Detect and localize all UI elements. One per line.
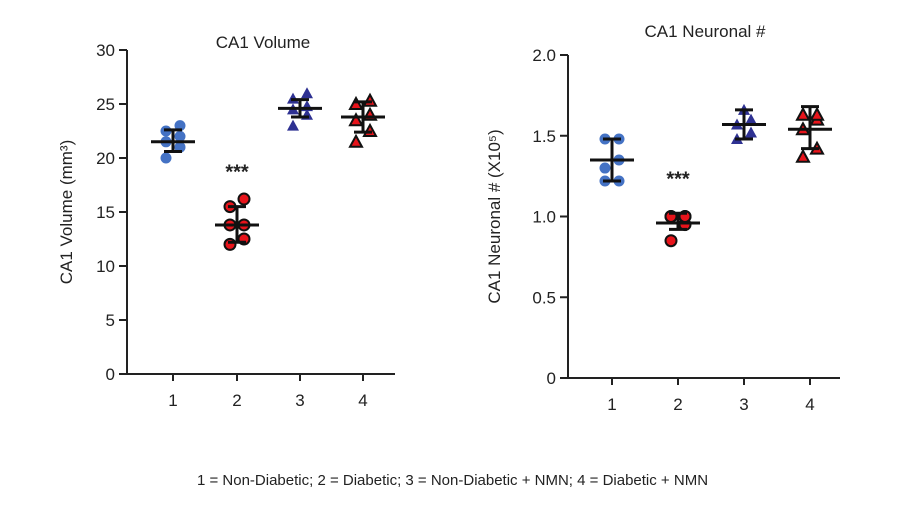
chart1-data-point <box>223 237 237 251</box>
chart2-y-tick-label: 0.5 <box>532 288 556 307</box>
chart2-data-point <box>745 113 757 125</box>
group-legend-footnote: 1 = Non-Diabetic; 2 = Diabetic; 3 = Non-… <box>196 472 709 489</box>
chart1-data-point <box>174 130 186 142</box>
chart2-x-tick-label: 3 <box>739 395 748 414</box>
chart1-data-point <box>362 122 378 137</box>
chart1-y-tick-label: 0 <box>106 365 115 384</box>
chart1-y-axis-label: CA1 Volume (mm³) <box>57 140 76 285</box>
chart2-data-point <box>795 148 811 163</box>
chart1-data-point <box>287 92 299 104</box>
chart1-data-point <box>174 120 186 132</box>
chart1-data-point <box>362 92 378 107</box>
chart2-y-tick-label: 1.5 <box>532 127 556 146</box>
chart2-data-point <box>664 234 678 248</box>
chart2-x-tick-label: 1 <box>607 395 616 414</box>
chart1-title: CA1 Volume <box>216 33 311 52</box>
chart1-data-point <box>348 133 364 148</box>
chart1-x-tick-label: 4 <box>358 391 367 410</box>
chart1-y-tick-label: 25 <box>96 95 115 114</box>
chart1-x-tick-label: 3 <box>295 391 304 410</box>
chart2-y-tick-label: 2.0 <box>532 46 556 65</box>
chart1-significance-label: *** <box>225 162 249 184</box>
chart1-data-point <box>174 141 186 153</box>
chart1-data-point <box>287 119 299 131</box>
chart2-y-axis-label: CA1 Neuronal # (X10⁵) <box>485 129 504 303</box>
chart2-data-point <box>795 106 811 121</box>
chart2-y-tick-label: 1.0 <box>532 208 556 227</box>
chart2-data-point <box>745 126 757 138</box>
chart2-x-tick-label: 4 <box>805 395 814 414</box>
chart2-data-point <box>599 162 611 174</box>
chart1-y-tick-label: 20 <box>96 149 115 168</box>
chart1-data-point <box>160 152 172 164</box>
chart2-x-tick-label: 2 <box>673 395 682 414</box>
chart1-y-tick-label: 15 <box>96 203 115 222</box>
chart1-y-tick-label: 5 <box>106 311 115 330</box>
chart1-x-tick-label: 2 <box>232 391 241 410</box>
chart1-y-tick-label: 30 <box>96 41 115 60</box>
chart1-data-point <box>348 95 364 110</box>
chart1-y-tick-label: 10 <box>96 257 115 276</box>
chart1-data-point <box>237 192 251 206</box>
chart1-x-tick-label: 1 <box>168 391 177 410</box>
chart2-y-tick-label: 0 <box>547 369 556 388</box>
chart2-significance-label: *** <box>666 168 690 190</box>
chart2-title: CA1 Neuronal # <box>645 22 767 41</box>
chart1-data-point <box>301 87 313 99</box>
chart2-data-point <box>809 106 825 121</box>
chart1-data-point <box>348 112 364 127</box>
